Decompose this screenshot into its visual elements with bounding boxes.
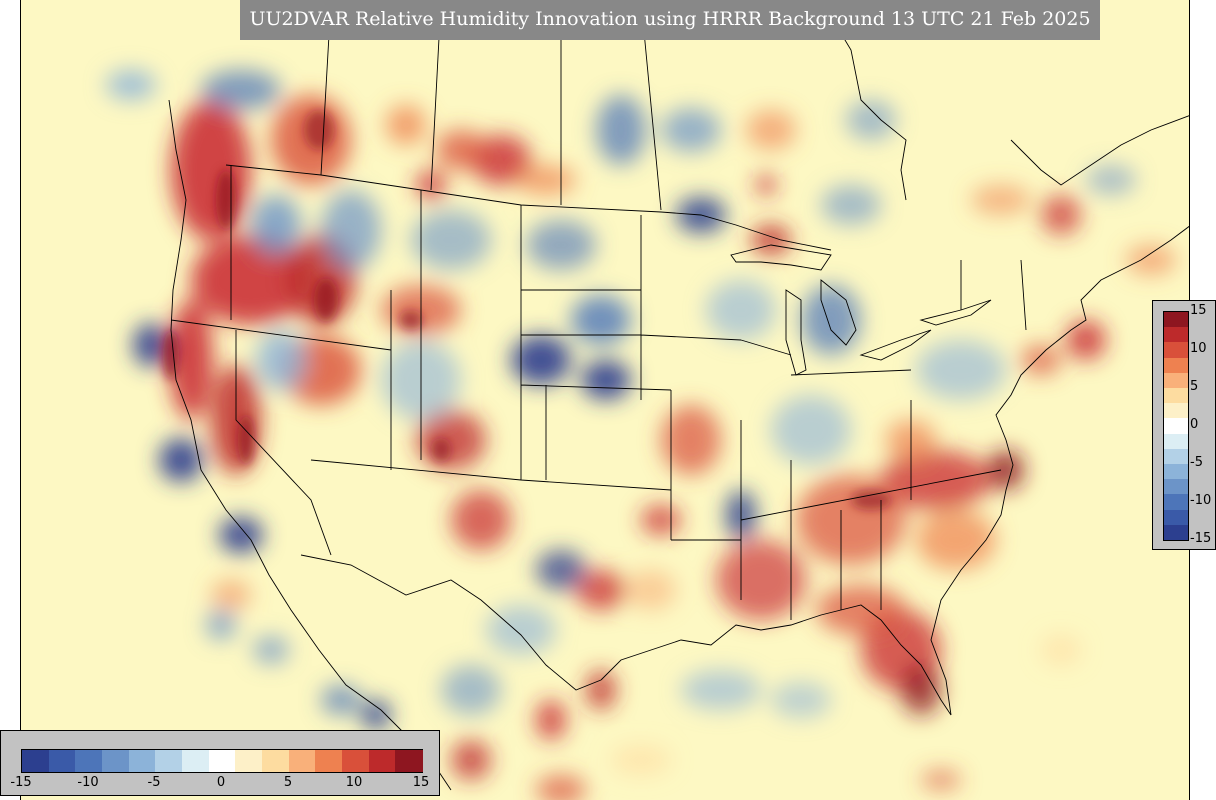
colorbar-segment (22, 750, 50, 772)
colorbar-segment (182, 750, 210, 772)
map-canvas (21, 0, 1189, 800)
colorbar-vertical-tick: -5 (1190, 455, 1203, 470)
colorbar-segment (1164, 342, 1188, 359)
colorbar-segment (1164, 479, 1188, 495)
colorbar-segment (235, 750, 263, 772)
colorbar-segment (102, 750, 130, 772)
colorbar-segment (1164, 312, 1188, 328)
boundaries (168, 0, 1189, 791)
colorbar-segment (48, 750, 77, 772)
colorbar-segment (208, 750, 237, 772)
colorbar-segment (1164, 524, 1188, 541)
colorbar-horizontal-tick: 5 (283, 775, 293, 790)
colorbar-horizontal-tick: -15 (10, 775, 32, 790)
colorbar-segment (1164, 403, 1188, 419)
colorbar-segment (368, 750, 397, 772)
colorbar-horizontal-tick: 15 (412, 775, 430, 790)
colorbar-vertical: 15 10 5 0 -5 -10 -15 (1152, 300, 1216, 550)
colorbar-vertical-gradient (1163, 311, 1189, 541)
map-title: UU2DVAR Relative Humidity Innovation usi… (240, 0, 1100, 40)
colorbar-vertical-tick: 0 (1190, 417, 1199, 432)
colorbar-horizontal-tick: -10 (77, 775, 99, 790)
colorbar-segment (1164, 357, 1188, 374)
colorbar-vertical-tick: -15 (1190, 531, 1212, 546)
colorbar-segment (1164, 387, 1188, 404)
colorbar-segment (1164, 433, 1188, 450)
rh-innovation-map (20, 0, 1190, 800)
colorbar-horizontal-gradient (21, 749, 423, 773)
colorbar-segment (75, 750, 103, 772)
colorbar-segment (342, 750, 370, 772)
colorbar-horizontal: -15 -10 -5 0 5 10 15 (0, 730, 440, 796)
colorbar-segment (1164, 327, 1188, 343)
colorbar-segment (155, 750, 183, 772)
colorbar-vertical-tick: 5 (1190, 379, 1199, 394)
colorbar-vertical-tick: -10 (1190, 493, 1212, 508)
colorbar-segment (288, 750, 317, 772)
colorbar-segment (262, 750, 290, 772)
colorbar-horizontal-tick: 10 (345, 775, 363, 790)
colorbar-segment (1164, 418, 1188, 435)
colorbar-segment (1164, 494, 1188, 511)
colorbar-vertical-tick: 15 (1190, 303, 1207, 318)
colorbar-segment (395, 750, 423, 772)
colorbar-segment (1164, 463, 1188, 480)
innovation-field (106, 70, 1176, 800)
colorbar-segment (1164, 372, 1188, 389)
colorbar-segment (1164, 448, 1188, 465)
colorbar-segment (315, 750, 343, 772)
colorbar-horizontal-tick: 0 (216, 775, 226, 790)
colorbar-vertical-tick: 10 (1190, 341, 1207, 356)
colorbar-segment (128, 750, 157, 772)
colorbar-segment (1164, 509, 1188, 526)
colorbar-horizontal-tick: -5 (147, 775, 161, 790)
